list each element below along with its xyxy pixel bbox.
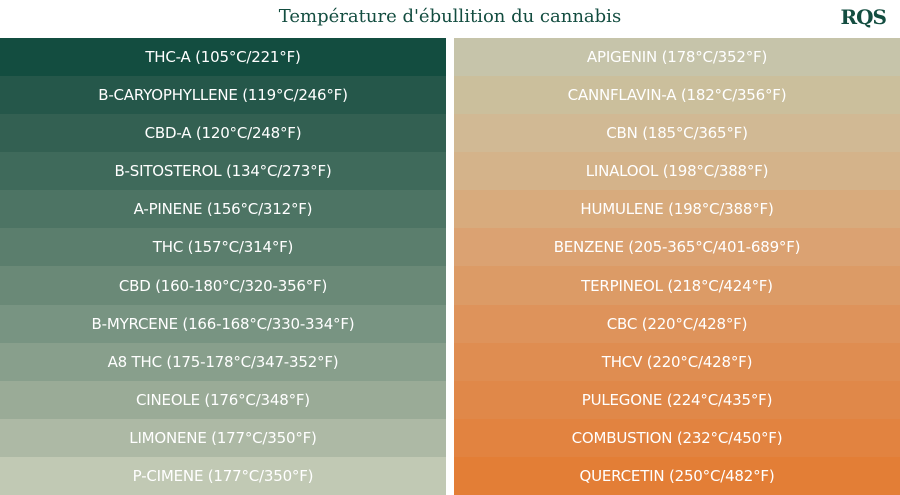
- compound-row: THC (157°C/314°F): [0, 228, 446, 267]
- compound-row: THCV (220°C/428°F): [454, 342, 900, 381]
- compound-row: HUMULENE (198°C/388°F): [454, 190, 900, 229]
- compound-row: A8 THC (175-178°C/347-352°F): [0, 342, 446, 381]
- compound-row: PULEGONE (224°C/435°F): [454, 380, 900, 419]
- compound-row: CINEOLE (176°C/348°F): [0, 380, 446, 419]
- compound-row: CBN (185°C/365°F): [454, 114, 900, 153]
- compound-row: APIGENIN (178°C/352°F): [454, 38, 900, 77]
- compound-row: B-CARYOPHYLLENE (119°C/246°F): [0, 76, 446, 115]
- compound-row: QUERCETIN (250°C/482°F): [454, 456, 900, 495]
- header: Température d'ébullition du cannabis RQS: [0, 0, 900, 38]
- compound-row: CBC (220°C/428°F): [454, 304, 900, 343]
- compound-row: TERPINEOL (218°C/424°F): [454, 266, 900, 305]
- compound-row: CBD (160-180°C/320-356°F): [0, 266, 446, 305]
- compound-row: B-MYRCENE (166-168°C/330-334°F): [0, 304, 446, 343]
- compound-row: THC-A (105°C/221°F): [0, 38, 446, 77]
- compound-row: LIMONENE (177°C/350°F): [0, 418, 446, 457]
- compound-row: LINALOOL (198°C/388°F): [454, 152, 900, 191]
- compound-row: P-CIMENE (177°C/350°F): [0, 456, 446, 495]
- compound-row: COMBUSTION (232°C/450°F): [454, 418, 900, 457]
- right-column: APIGENIN (178°C/352°F) CANNFLAVIN-A (182°…: [454, 38, 900, 495]
- compound-row: A-PINENE (156°C/312°F): [0, 190, 446, 229]
- left-column: THC-A (105°C/221°F) B-CARYOPHYLLENE (119°…: [0, 38, 446, 495]
- compound-row: CBD-A (120°C/248°F): [0, 114, 446, 153]
- compound-row: B-SITOSTEROL (134°C/273°F): [0, 152, 446, 191]
- rqs-logo: RQS: [840, 5, 887, 29]
- compound-row: BENZENE (205-365°C/401-689°F): [454, 228, 900, 267]
- page-title: Température d'ébullition du cannabis: [278, 6, 622, 27]
- compound-row: CANNFLAVIN-A (182°C/356°F): [454, 76, 900, 115]
